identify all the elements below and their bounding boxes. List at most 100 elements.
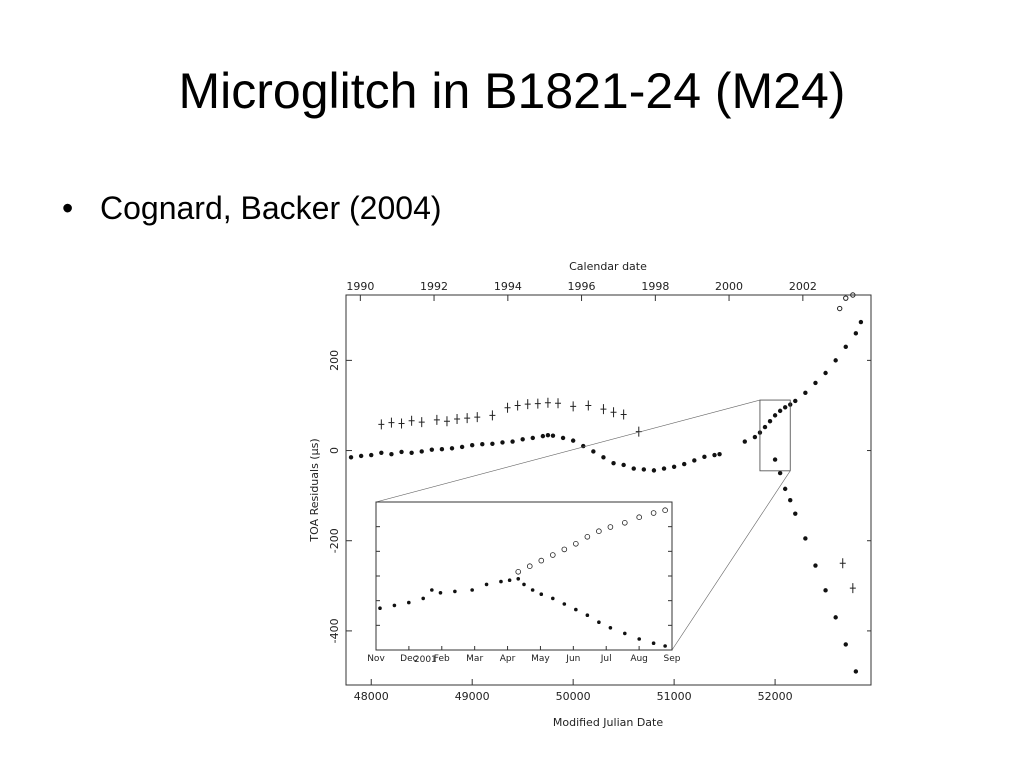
bullet-text: Cognard, Backer (2004) bbox=[100, 190, 442, 226]
inset-frame bbox=[375, 501, 673, 651]
series-1-point-36 bbox=[702, 454, 707, 460]
y-tick-label-1: 0 bbox=[328, 447, 341, 454]
connector-line-upper bbox=[375, 399, 761, 503]
series-1-point-35 bbox=[692, 458, 697, 463]
series-1-point-14 bbox=[490, 441, 495, 446]
x-tick-label-2: 50000 bbox=[556, 690, 591, 703]
series-0-point-3 bbox=[408, 415, 415, 426]
inset-filled-point-18 bbox=[585, 613, 590, 617]
inset-filled-point-10 bbox=[507, 578, 512, 582]
series-0-point-0 bbox=[378, 419, 385, 430]
series-0-point-2 bbox=[398, 418, 405, 429]
series-1-point-27 bbox=[611, 460, 616, 466]
series-2-point-0 bbox=[837, 305, 843, 312]
series-2-point-1 bbox=[843, 295, 849, 301]
series-1-point-7 bbox=[419, 449, 424, 454]
x-tick-label-4: 52000 bbox=[758, 690, 793, 703]
series-1-point-23 bbox=[570, 438, 576, 443]
x-tick-label-1: 49000 bbox=[455, 690, 490, 703]
inset-open-point-6 bbox=[584, 533, 591, 540]
series-1-point-40 bbox=[752, 434, 758, 440]
series-1-point-34 bbox=[682, 461, 687, 467]
inset-filled-point-5 bbox=[438, 591, 443, 595]
inset-open-point-8 bbox=[607, 524, 614, 530]
series-1-point-12 bbox=[470, 442, 475, 448]
inset-open-point-9 bbox=[621, 519, 628, 526]
residuals-chart: 48000 49000 50000 51000 52000 1990 1992 1994 199… bbox=[308, 260, 872, 729]
top-tick-label-1: 1992 bbox=[420, 280, 448, 293]
inset-x-label-5: May bbox=[531, 654, 550, 664]
inset-open-point-11 bbox=[650, 510, 657, 516]
series-1-point-32 bbox=[661, 466, 667, 471]
inset-x-label-2: Feb bbox=[434, 654, 450, 664]
inset-filled-point-1 bbox=[392, 603, 397, 608]
inset-filled-point-8 bbox=[484, 582, 489, 587]
series-1-point-62 bbox=[813, 563, 818, 568]
series-1-point-58 bbox=[782, 486, 788, 492]
inset-filled-point-6 bbox=[453, 589, 457, 594]
inset-filled-point-9 bbox=[499, 579, 503, 584]
series-0-point-14 bbox=[534, 398, 541, 409]
series-1-point-29 bbox=[631, 466, 636, 471]
y-tick-label-3: -400 bbox=[328, 618, 341, 643]
series-0-point-5 bbox=[433, 414, 440, 425]
x-axis-label: Modified Julian Date bbox=[553, 716, 663, 729]
inset-filled-point-4 bbox=[430, 588, 434, 592]
series-1-point-57 bbox=[777, 470, 783, 476]
series-1-point-43 bbox=[767, 419, 773, 424]
bullet-dot-icon: • bbox=[62, 190, 74, 226]
inset-open-point-5 bbox=[573, 540, 579, 547]
inset-open-point-2 bbox=[538, 557, 545, 564]
series-1-point-30 bbox=[641, 467, 647, 472]
inset-filled-point-19 bbox=[597, 620, 601, 624]
series-1-point-21 bbox=[550, 433, 556, 438]
series-1-point-33 bbox=[671, 464, 677, 469]
series-1-point-4 bbox=[389, 451, 394, 457]
top-axis-label: Calendar date bbox=[569, 260, 647, 273]
series-1-point-0 bbox=[348, 455, 354, 460]
connector-line-lower bbox=[671, 470, 791, 651]
series-1-point-64 bbox=[833, 615, 838, 620]
inset-x-label-3: Mar bbox=[466, 654, 483, 664]
series-1-point-18 bbox=[530, 435, 535, 441]
inset-plot: Nov Dec Feb Mar Apr May Jun Jul Aug Sep 2001 bbox=[367, 501, 681, 665]
inset-open-point-3 bbox=[549, 552, 556, 558]
inset-filled-point-7 bbox=[470, 588, 474, 592]
series-1-point-25 bbox=[591, 449, 596, 454]
series-1-point-56 bbox=[772, 457, 778, 462]
inset-open-point-10 bbox=[636, 514, 643, 521]
main-plot-layer: 48000 49000 50000 51000 52000 1990 1992 1994 199… bbox=[328, 280, 871, 703]
series-1-point-11 bbox=[459, 444, 465, 450]
slide-title: Microglitch in B1821-24 (M24) bbox=[178, 63, 846, 119]
inset-open-point-0 bbox=[515, 568, 522, 575]
series-0-point-12 bbox=[514, 400, 521, 411]
series-1-point-42 bbox=[762, 424, 768, 430]
inset-filled-point-14 bbox=[539, 592, 544, 596]
series-0-point-19 bbox=[600, 404, 607, 415]
inset-year-label: 2001 bbox=[414, 655, 437, 665]
series-1-point-52 bbox=[833, 358, 838, 363]
series-0-point-1 bbox=[388, 417, 395, 428]
series-1-point-5 bbox=[399, 449, 404, 455]
inset-x-label-6: Jun bbox=[565, 654, 580, 664]
top-tick-label-3: 1996 bbox=[568, 280, 596, 293]
inset-filled-point-0 bbox=[378, 606, 382, 610]
inset-filled-point-2 bbox=[407, 600, 411, 605]
series-1-point-19 bbox=[540, 433, 546, 439]
inset-filled-point-17 bbox=[574, 607, 578, 612]
series-1-point-49 bbox=[803, 390, 808, 396]
series-1-point-31 bbox=[651, 468, 657, 473]
series-0-point-24 bbox=[849, 583, 856, 594]
series-1-point-45 bbox=[777, 408, 783, 414]
series-1-point-53 bbox=[843, 344, 848, 350]
series-0-point-8 bbox=[464, 413, 471, 424]
series-1-point-46 bbox=[782, 405, 788, 410]
series-1-point-39 bbox=[742, 439, 747, 444]
plot-frame bbox=[345, 294, 872, 686]
inset-filled-point-13 bbox=[530, 588, 535, 592]
inset-x-label-1: Dec bbox=[400, 654, 417, 664]
series-0-point-6 bbox=[443, 416, 450, 427]
inset-filled-point-24 bbox=[663, 644, 667, 648]
top-tick-label-2: 1994 bbox=[494, 280, 522, 293]
series-1-point-37 bbox=[712, 452, 717, 458]
